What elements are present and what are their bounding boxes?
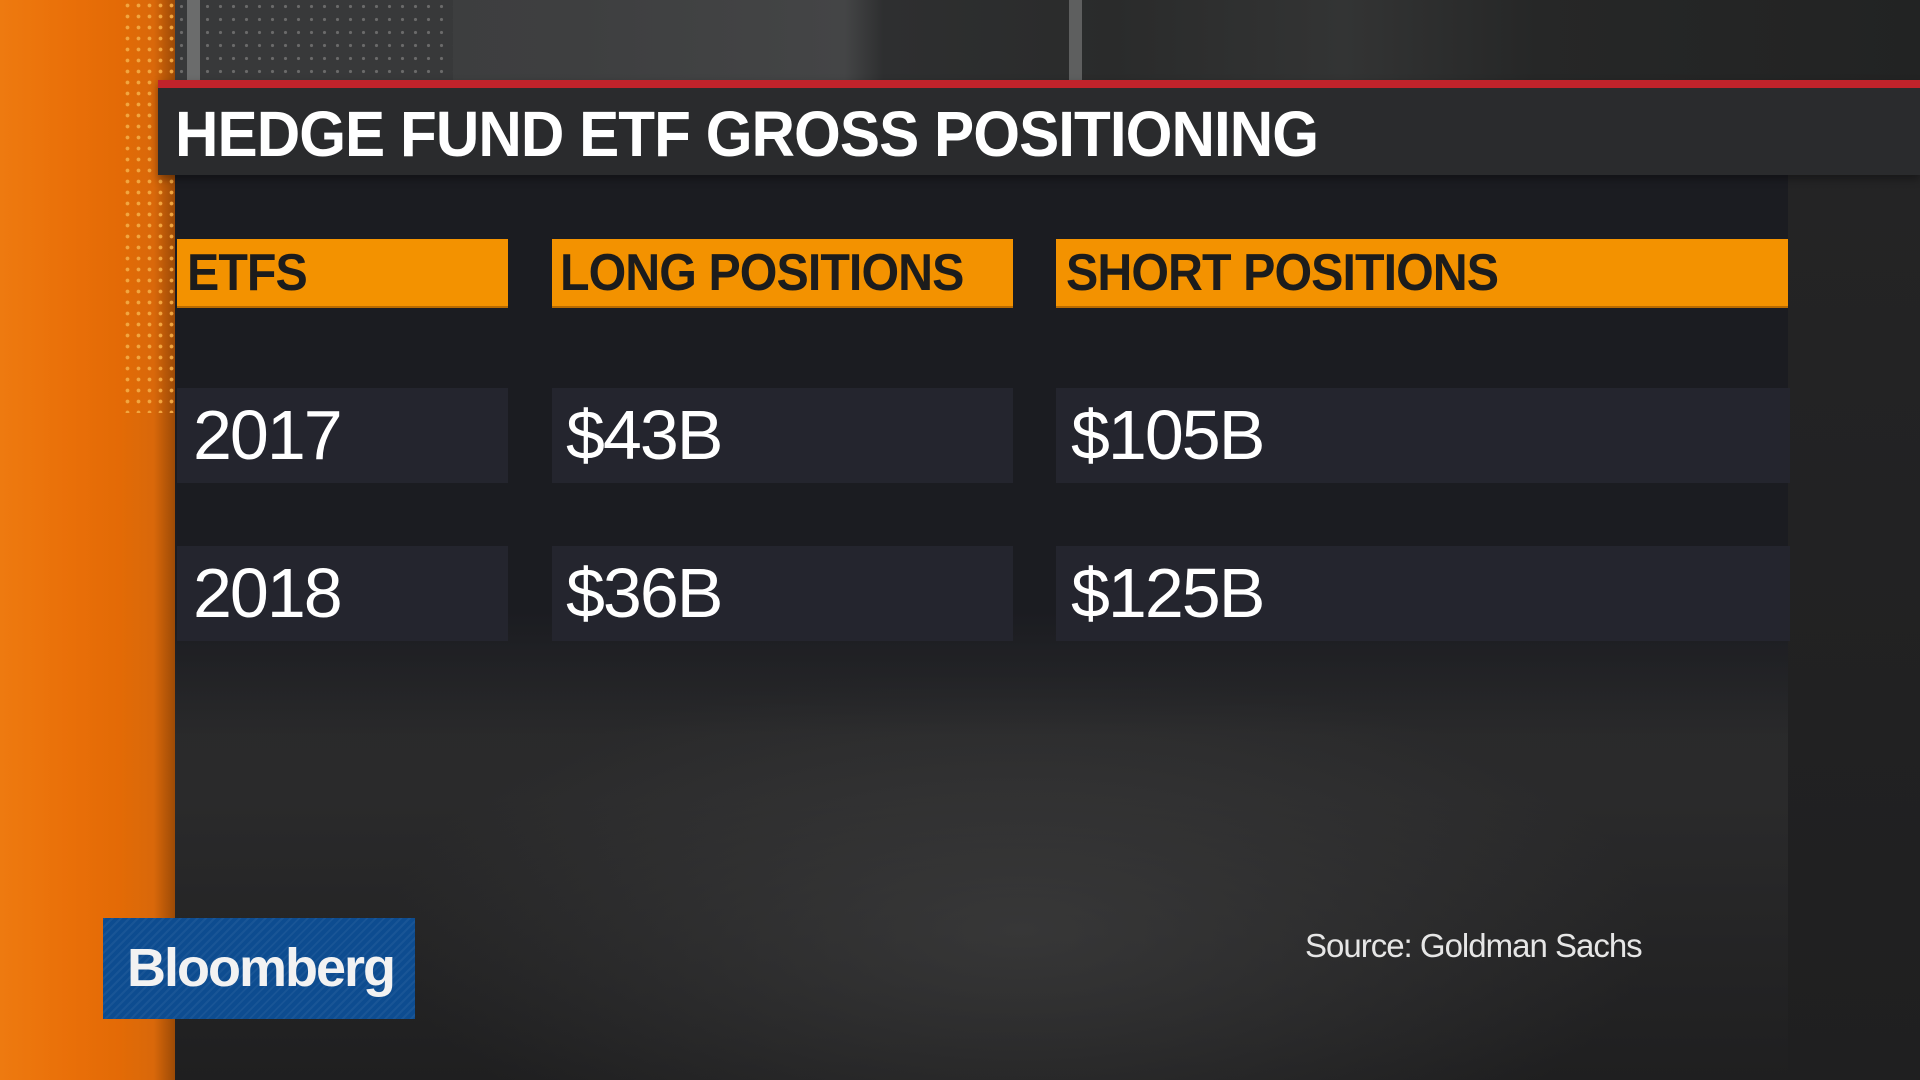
logo-text: Bloomberg xyxy=(127,938,396,998)
table-cell-short: $125B xyxy=(1056,546,1790,641)
orange-dot-strip xyxy=(122,0,175,1080)
source-caption: Source: Goldman Sachs xyxy=(1305,927,1643,964)
table-cell-year: 2018 xyxy=(177,546,508,641)
background-right-texture xyxy=(1788,175,1920,1080)
page-title: HEDGE FUND ETF GROSS POSITIONING xyxy=(175,98,1319,170)
background-light-bar xyxy=(1069,0,1082,80)
orange-side-strip xyxy=(0,0,122,1080)
table-cell-year: 2017 xyxy=(177,388,508,483)
title-bar: HEDGE FUND ETF GROSS POSITIONING xyxy=(158,80,1920,175)
table-cell-long: $43B xyxy=(552,388,1013,483)
column-header-label: SHORT POSITIONS xyxy=(1066,244,1499,302)
column-header-etfs: ETFS xyxy=(177,239,508,308)
column-header-long-positions: LONG POSITIONS xyxy=(552,239,1013,308)
bloomberg-logo: Bloomberg xyxy=(103,918,415,1019)
table-cell-long: $36B xyxy=(552,546,1013,641)
column-header-short-positions: SHORT POSITIONS xyxy=(1056,239,1788,308)
column-header-label: LONG POSITIONS xyxy=(560,244,964,302)
table-cell-short: $105B xyxy=(1056,388,1790,483)
background-dot-pattern xyxy=(175,0,453,80)
background-light-bar xyxy=(187,0,200,80)
column-header-label: ETFS xyxy=(187,244,308,302)
